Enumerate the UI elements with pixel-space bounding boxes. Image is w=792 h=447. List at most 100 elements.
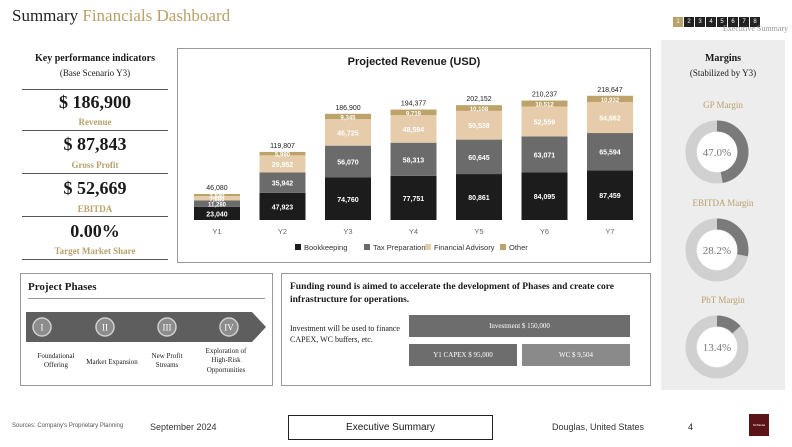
bar-tax-preparation-Y3 [325, 145, 371, 178]
x-tick-label: Y5 [474, 227, 483, 236]
bar-tax-preparation-Y6 [521, 136, 568, 173]
page-title: Summary Financials Dashboard [12, 6, 230, 26]
x-tick-label: Y3 [343, 227, 352, 236]
donut-center [697, 230, 737, 270]
legend-label: Tax Preparation [373, 243, 426, 252]
bar-bookkeeping-Y4 [390, 175, 437, 220]
bar-total-label: 46,080 [206, 185, 228, 192]
bar-tax-preparation-Y5 [456, 139, 502, 175]
phase-label-3: New Profit Streams [151, 352, 183, 370]
bar-value-label: 50,538 [468, 123, 490, 130]
bar-value-label: 80,861 [468, 195, 490, 202]
bar-bookkeeping-Y2 [259, 192, 306, 220]
kpi-gross-profit-value: $ 87,843 [63, 134, 127, 154]
donut-value-arc [685, 315, 749, 379]
nav-subtitle: Executive Summary [722, 24, 788, 33]
legend-label: Financial Advisory [434, 243, 495, 252]
bar-bookkeeping-Y1 [194, 206, 240, 220]
bar-other-Y6 [521, 100, 568, 107]
bar-value-label: 87,459 [599, 193, 621, 200]
footer-location: Douglas, United States [552, 422, 645, 432]
bar-other-Y3 [325, 113, 371, 120]
bar-bookkeeping-Y6 [521, 172, 568, 220]
legend-swatch [500, 244, 506, 250]
kpi-market-share-value: 0.00% [70, 221, 120, 241]
bar-bookkeeping-Y7 [587, 170, 633, 220]
margins-heading: Margins [704, 53, 742, 64]
bar-value-label: 10,512 [535, 103, 554, 109]
pbt-margin-donut: 13.4% [685, 315, 749, 379]
donut-value-arc [685, 120, 749, 184]
bar-value-label: 23,040 [206, 211, 228, 218]
phases-divider [28, 298, 265, 299]
legend-label: Other [509, 243, 528, 252]
footer-date: September 2024 [150, 422, 217, 432]
nav-page-3[interactable]: 3 [695, 17, 705, 27]
bar-total-label: 194,377 [401, 101, 426, 108]
ebitda-margin-label: EBITDA Margin [692, 198, 754, 208]
x-tick-label: Y1 [212, 227, 221, 236]
bar-financial-advisory-Y5 [456, 110, 502, 140]
nav-page-4[interactable]: 4 [706, 17, 716, 27]
legend-swatch [364, 244, 370, 250]
donut-value-text: 13.4% [703, 342, 731, 354]
capex-bar: Y1 CAPEX $ 95,000 [409, 344, 517, 366]
phase-marker [157, 317, 177, 337]
nav-page-7[interactable]: 7 [739, 17, 749, 27]
phases-heading: Project Phases [28, 281, 97, 293]
kpi-market-share-label: Target Market Share [54, 246, 136, 256]
bar-value-label: 48,594 [403, 127, 425, 134]
x-tick-label: Y6 [540, 227, 549, 236]
nav-page-2[interactable]: 2 [684, 17, 694, 27]
bar-value-label: 54,662 [599, 116, 621, 123]
bar-financial-advisory-Y7 [587, 101, 633, 134]
phase-marker [32, 317, 52, 337]
phase-numeral: II [102, 323, 108, 333]
bar-total-label: 210,237 [532, 92, 557, 99]
phase-numeral: III [163, 323, 172, 333]
kpi-heading: Key performance indicators [35, 53, 155, 64]
nav-page-6[interactable]: 6 [728, 17, 738, 27]
company-logo: FinModel [749, 414, 769, 436]
nav-page-1[interactable]: 1 [673, 17, 683, 27]
bar-value-label: 74,760 [337, 197, 359, 204]
phase-label-2: Market Expansion [86, 358, 138, 366]
donut-value-text: 47.0% [703, 147, 731, 159]
bar-tax-preparation-Y7 [587, 133, 633, 171]
bar-other-Y7 [587, 95, 633, 102]
bar-value-label: 56,070 [337, 160, 359, 167]
nav-page-5[interactable]: 5 [717, 17, 727, 27]
kpi-divider [22, 89, 168, 90]
funding-description: Investment will be used to finance CAPEX… [290, 324, 400, 345]
kpi-ebitda-label: EBITDA [77, 204, 113, 214]
phase-label-1: Foundational Offering [37, 352, 75, 370]
title-main: Summary [12, 6, 79, 25]
nav-page-8[interactable]: 8 [750, 17, 760, 27]
bar-value-label: 47,923 [272, 204, 294, 211]
kpi-divider [22, 130, 168, 131]
kpi-divider [22, 259, 168, 260]
bar-total-label: 186,900 [335, 105, 360, 112]
title-highlight: Financials Dashboard [82, 6, 231, 25]
bar-value-label: 29,952 [272, 162, 294, 169]
kpi-subheading: (Base Scenario Y3) [59, 68, 131, 78]
bar-other-Y2 [259, 151, 306, 156]
bar-financial-advisory-Y3 [325, 119, 371, 146]
bar-bookkeeping-Y5 [456, 174, 502, 220]
bar-value-label: 77,751 [403, 196, 425, 203]
bar-total-label: 202,152 [466, 96, 491, 103]
bar-value-label: 9,345 [340, 115, 356, 121]
bar-value-label: 10,932 [601, 98, 620, 104]
x-tick-label: Y2 [278, 227, 287, 236]
chart-title: Projected Revenue (USD) [347, 56, 481, 68]
wc-bar: WC $ 9,504 [522, 344, 630, 366]
bar-other-Y4 [390, 109, 437, 116]
bar-tax-preparation-Y2 [259, 172, 306, 193]
bar-value-label: 46,725 [337, 130, 359, 137]
bar-value-label: 7,680 [209, 197, 225, 203]
bar-value-label: 5,990 [275, 153, 291, 159]
phase-numeral: IV [224, 323, 234, 333]
phase-marker [219, 317, 239, 337]
bar-value-label: 11,280 [208, 203, 227, 209]
